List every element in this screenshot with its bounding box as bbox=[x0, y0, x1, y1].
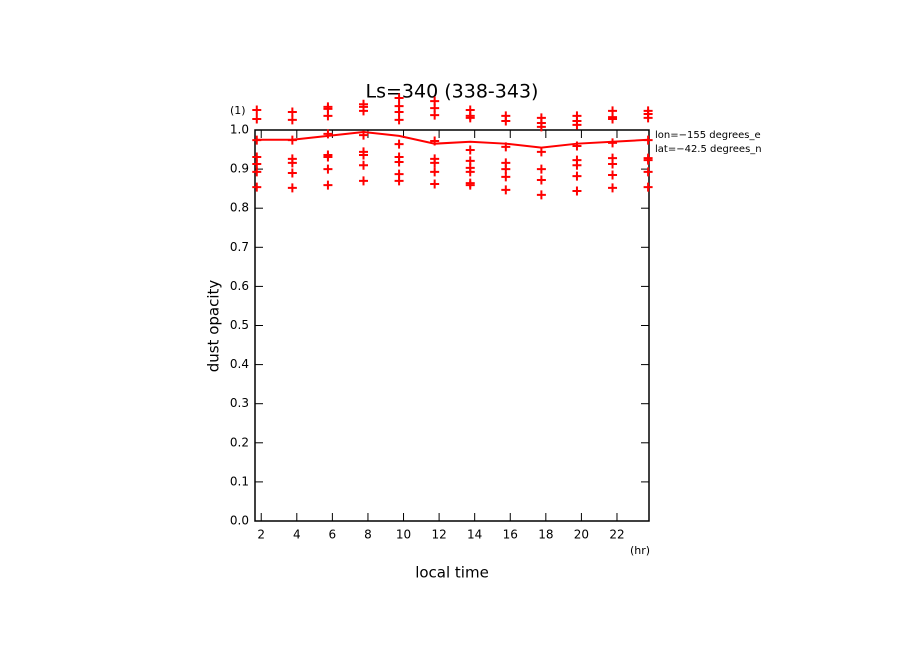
y-tick-label: 0.7 bbox=[230, 240, 249, 254]
data-point bbox=[501, 142, 511, 152]
data-point bbox=[465, 167, 475, 177]
data-point bbox=[465, 113, 475, 123]
data-point bbox=[287, 107, 297, 117]
plot-frame bbox=[254, 129, 650, 522]
data-point bbox=[608, 138, 618, 148]
data-point bbox=[394, 107, 404, 117]
data-point bbox=[430, 179, 440, 189]
data-point bbox=[323, 164, 333, 174]
x-tick-label: 18 bbox=[538, 528, 553, 542]
annotation: lon=−155 degrees_e bbox=[655, 130, 761, 141]
data-point bbox=[359, 106, 369, 116]
x-axis-label: local time bbox=[415, 564, 489, 582]
data-point bbox=[536, 147, 546, 157]
data-point bbox=[252, 114, 262, 124]
data-point bbox=[572, 120, 582, 130]
x-unit: (hr) bbox=[630, 544, 650, 557]
x-tick-label: 10 bbox=[396, 528, 411, 542]
data-point bbox=[394, 157, 404, 167]
data-point bbox=[430, 136, 440, 146]
data-point bbox=[465, 180, 475, 190]
y-tick-label: 0.0 bbox=[230, 514, 249, 528]
y-tick-label: 0.8 bbox=[230, 201, 249, 215]
data-point bbox=[252, 105, 262, 115]
data-point bbox=[608, 114, 618, 124]
data-point bbox=[501, 185, 511, 195]
data-point bbox=[359, 150, 369, 160]
data-point bbox=[287, 168, 297, 178]
x-tick-label: 8 bbox=[364, 528, 372, 542]
chart-title: Ls=340 (338-343) bbox=[366, 81, 539, 103]
x-tick-label: 22 bbox=[609, 528, 624, 542]
data-line bbox=[256, 130, 649, 149]
x-tick-label: 4 bbox=[293, 528, 301, 542]
data-point bbox=[252, 182, 262, 192]
data-point bbox=[323, 180, 333, 190]
data-point bbox=[394, 115, 404, 125]
data-point bbox=[536, 164, 546, 174]
data-point bbox=[359, 160, 369, 170]
data-point bbox=[252, 135, 262, 145]
y-tick-label: 0.6 bbox=[230, 279, 249, 293]
data-point bbox=[501, 172, 511, 182]
x-tick-label: 6 bbox=[329, 528, 337, 542]
data-point bbox=[608, 170, 618, 180]
data-point bbox=[287, 158, 297, 168]
data-point bbox=[572, 160, 582, 170]
data-point bbox=[394, 176, 404, 186]
y-unit: (1) bbox=[230, 104, 246, 117]
data-point bbox=[643, 155, 653, 165]
data-point bbox=[608, 183, 618, 193]
data-point bbox=[465, 145, 475, 155]
y-tick-label: 1.0 bbox=[230, 123, 249, 137]
data-point bbox=[430, 110, 440, 120]
data-point bbox=[536, 190, 546, 200]
data-point bbox=[252, 159, 262, 169]
data-point bbox=[287, 183, 297, 193]
x-tick-label: 12 bbox=[431, 528, 446, 542]
y-tick-label: 0.3 bbox=[230, 396, 249, 410]
data-point bbox=[430, 158, 440, 168]
data-point bbox=[394, 93, 404, 103]
y-tick-label: 0.9 bbox=[230, 162, 249, 176]
data-point bbox=[572, 141, 582, 151]
data-point bbox=[430, 167, 440, 177]
x-tick-label: 2 bbox=[257, 528, 265, 542]
y-tick-label: 0.2 bbox=[230, 435, 249, 449]
data-point bbox=[287, 135, 297, 145]
data-point bbox=[359, 176, 369, 186]
data-point bbox=[323, 111, 333, 121]
x-tick-label: 16 bbox=[503, 528, 518, 542]
data-point bbox=[572, 171, 582, 181]
data-point bbox=[536, 175, 546, 185]
data-point bbox=[608, 159, 618, 169]
data-point bbox=[643, 167, 653, 177]
data-point bbox=[643, 135, 653, 145]
data-point bbox=[643, 182, 653, 192]
y-tick-label: 0.4 bbox=[230, 357, 249, 371]
annotation: lat=−42.5 degrees_n bbox=[655, 144, 762, 155]
y-tick-label: 0.5 bbox=[230, 318, 249, 332]
data-point bbox=[359, 130, 369, 140]
y-axis-label: dust opacity bbox=[205, 280, 223, 373]
data-point bbox=[323, 152, 333, 162]
data-point bbox=[643, 113, 653, 123]
data-point bbox=[501, 164, 511, 174]
x-tick-label: 20 bbox=[574, 528, 589, 542]
data-point bbox=[536, 122, 546, 132]
data-point bbox=[572, 186, 582, 196]
data-point bbox=[287, 115, 297, 125]
y-tick-label: 0.1 bbox=[230, 474, 249, 488]
data-point bbox=[394, 139, 404, 149]
x-tick-label: 14 bbox=[467, 528, 482, 542]
data-point bbox=[323, 129, 333, 139]
data-point bbox=[252, 167, 262, 177]
data-point bbox=[501, 116, 511, 126]
